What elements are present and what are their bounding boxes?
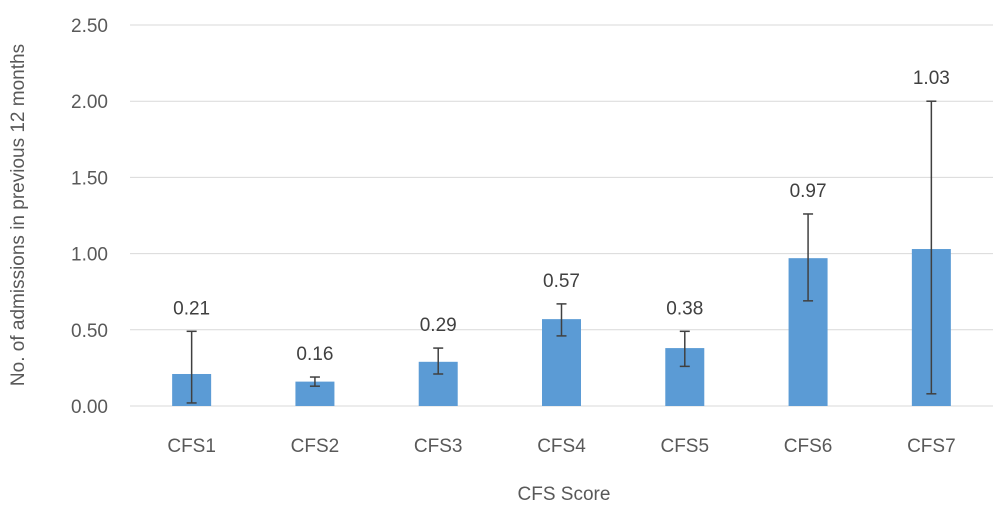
data-label: 0.16 — [296, 344, 333, 365]
y-tick-label: 2.00 — [71, 92, 108, 113]
x-tick-label: CFS3 — [414, 436, 463, 457]
x-tick-label: CFS4 — [537, 436, 586, 457]
y-tick-label: 1.50 — [71, 168, 108, 189]
x-tick-label: CFS7 — [907, 436, 956, 457]
x-axis-ticks: CFS1 CFS2 CFS3 CFS4 CFS5 CFS6 CFS7 — [167, 436, 955, 457]
data-label: 0.38 — [666, 298, 703, 319]
x-tick-label: CFS5 — [660, 436, 709, 457]
gridlines — [130, 24, 993, 407]
x-tick-label: CFS6 — [784, 436, 833, 457]
x-axis-title: CFS Score — [518, 484, 611, 505]
x-tick-label: CFS1 — [167, 436, 216, 457]
data-label: 0.21 — [173, 298, 210, 319]
y-axis-title: No. of admissions in previous 12 months — [8, 44, 29, 386]
bars — [172, 249, 951, 406]
y-tick-label: 0.50 — [71, 321, 108, 342]
data-label: 0.97 — [790, 181, 827, 202]
y-tick-label: 2.50 — [71, 16, 108, 37]
x-tick-label: CFS2 — [291, 436, 340, 457]
data-label: 0.57 — [543, 271, 580, 292]
y-axis-ticks: 0.00 0.50 1.00 1.50 2.00 2.50 — [71, 16, 108, 418]
data-labels: 0.21 0.16 0.29 0.57 0.38 0.97 1.03 — [173, 68, 950, 365]
y-tick-label: 0.00 — [71, 397, 108, 418]
error-bars — [186, 100, 937, 404]
y-tick-label: 1.00 — [71, 245, 108, 266]
data-label: 1.03 — [913, 68, 950, 89]
data-label: 0.29 — [420, 315, 457, 336]
